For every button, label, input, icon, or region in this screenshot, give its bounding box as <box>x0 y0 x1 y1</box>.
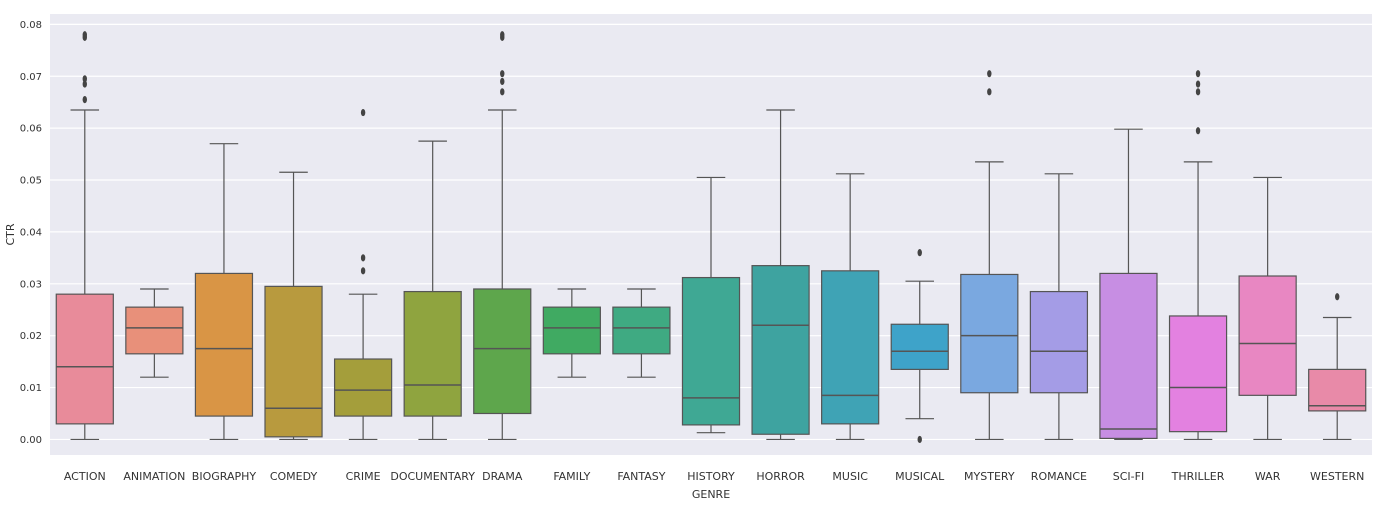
box-body <box>1099 272 1158 439</box>
x-tick-label: HORROR <box>756 470 805 483</box>
box-mystery <box>960 70 1019 441</box>
outlier-point <box>987 88 992 96</box>
box-sci-fi <box>1099 128 1158 441</box>
x-tick-label: FANTASY <box>617 470 665 483</box>
x-tick-label: COMEDY <box>270 470 318 483</box>
x-tick-label: SCI-FI <box>1113 470 1144 483</box>
box-body <box>473 288 532 415</box>
y-tick-label: 0.04 <box>20 227 42 238</box>
outlier-point <box>82 31 87 39</box>
outlier-point <box>1195 127 1201 135</box>
y-axis-label: CTR <box>4 223 17 245</box>
x-tick-label: WESTERN <box>1310 470 1364 483</box>
box-western <box>1308 293 1367 441</box>
x-tick-label: CRIME <box>346 470 381 483</box>
x-tick-label: MUSICAL <box>895 470 945 483</box>
box-comedy <box>264 171 323 441</box>
x-tick-label: ACTION <box>64 470 106 483</box>
y-tick-label: 0.03 <box>20 279 42 290</box>
outlier-point <box>500 70 505 78</box>
box-body <box>1308 368 1367 412</box>
box-body <box>960 273 1019 394</box>
box-fantasy <box>612 288 671 378</box>
box-war <box>1238 176 1297 441</box>
outlier-point <box>500 88 505 96</box>
box-body <box>1029 290 1089 394</box>
box-body <box>612 306 671 355</box>
box-musical <box>890 249 949 444</box>
outlier-point <box>82 96 87 104</box>
outlier-point <box>1195 88 1201 96</box>
y-axis-ticks: 0.00 0.01 0.02 0.03 0.04 0.05 0.06 0.07 0.08 <box>20 20 42 446</box>
outlier-point <box>917 435 922 444</box>
outlier-point <box>82 80 87 88</box>
outlier-point <box>82 75 87 83</box>
box-history <box>681 176 741 434</box>
y-tick-label: 0.06 <box>20 124 42 135</box>
x-tick-label: MYSTERY <box>964 470 1015 483</box>
box-action <box>55 31 114 441</box>
box-animation <box>125 288 184 378</box>
box-romance <box>1029 173 1089 441</box>
y-tick-label: 0.05 <box>20 176 42 187</box>
box-thriller <box>1168 70 1228 441</box>
box-body <box>125 306 184 355</box>
box-documentary <box>403 140 462 441</box>
x-tick-label: WAR <box>1255 470 1281 483</box>
outlier-point <box>360 108 366 117</box>
y-tick-label: 0.08 <box>20 20 42 31</box>
x-tick-label: BIOGRAPHY <box>192 470 257 483</box>
box-body <box>821 270 880 425</box>
box-music <box>821 173 880 441</box>
box-body <box>890 323 949 370</box>
x-axis-label: GENRE <box>692 488 730 501</box>
y-tick-label: 0.07 <box>20 72 42 83</box>
x-tick-label: THRILLER <box>1171 470 1225 483</box>
x-tick-label: ANIMATION <box>123 470 185 483</box>
y-tick-label: 0.01 <box>20 383 42 394</box>
outlier-point <box>360 254 366 262</box>
boxes <box>55 31 1367 444</box>
box-body <box>55 293 114 425</box>
x-tick-label: MUSIC <box>832 470 868 483</box>
outlier-point <box>1335 293 1340 301</box>
x-tick-label: ROMANCE <box>1031 470 1087 483</box>
box-drama <box>473 31 532 441</box>
y-tick-label: 0.00 <box>20 435 42 446</box>
box-body <box>194 272 254 417</box>
box-body <box>1168 315 1228 433</box>
x-tick-label: DRAMA <box>482 470 523 483</box>
box-family <box>542 288 601 378</box>
outlier-point <box>987 70 992 78</box>
box-body <box>542 306 601 355</box>
x-tick-label: DOCUMENTARY <box>390 470 475 483</box>
x-tick-label: FAMILY <box>553 470 590 483</box>
outlier-point <box>917 249 922 257</box>
box-horror <box>751 109 810 441</box>
y-tick-label: 0.02 <box>20 331 42 342</box>
box-crime <box>333 108 393 441</box>
box-body <box>333 358 393 417</box>
box-body <box>1238 275 1297 396</box>
outlier-point <box>1195 70 1201 78</box>
box-body <box>751 265 810 435</box>
outlier-point <box>500 31 505 39</box>
outlier-point <box>360 267 366 275</box>
outlier-point <box>500 77 505 86</box>
x-tick-label: HISTORY <box>687 470 735 483</box>
outlier-point <box>1195 80 1201 88</box>
box-body <box>403 290 462 417</box>
x-axis-ticks: ACTION ANIMATION BIOGRAPHY COMEDY CRIME DOCUM… <box>64 470 1365 483</box>
box-body <box>264 285 323 438</box>
box-body <box>681 276 741 426</box>
box-biography <box>194 143 254 441</box>
